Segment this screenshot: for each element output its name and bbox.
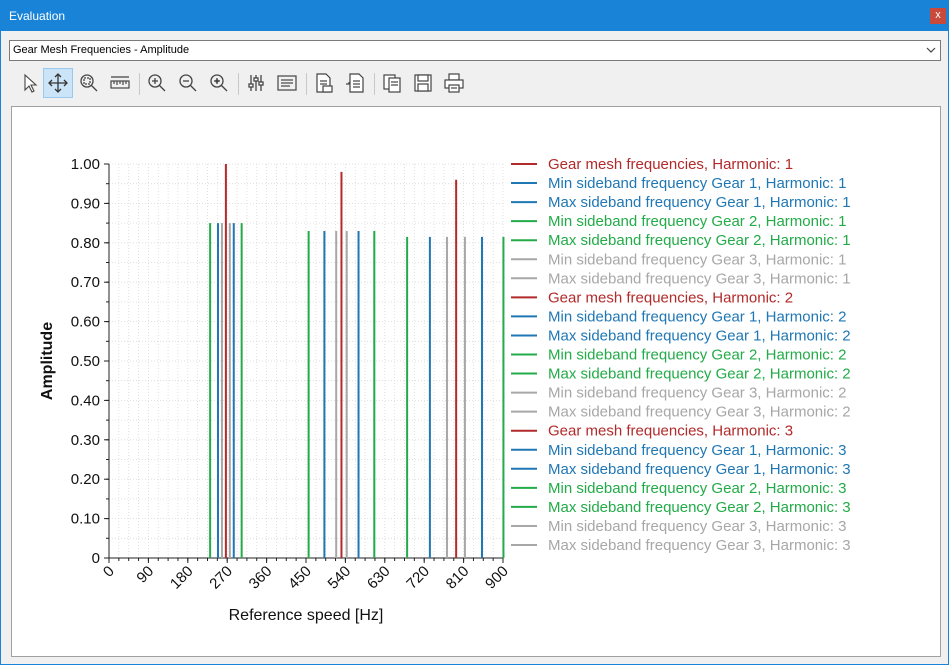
legend-entry: Gear mesh frequencies, Harmonic: 3: [548, 423, 793, 440]
x-tick-label: 360: [246, 563, 276, 593]
zoom-in-tool-button[interactable]: [142, 68, 172, 98]
toolbar-separator: [374, 73, 375, 95]
select-tool-button[interactable]: [15, 68, 45, 98]
legend-entry: Max sideband frequency Gear 1, Harmonic:…: [548, 461, 851, 478]
toolbar-separator: [139, 73, 140, 95]
export-document-icon: [316, 73, 333, 93]
copy-icon: [383, 74, 401, 93]
x-tick-label: 900: [482, 563, 512, 593]
x-tick-label: 810: [443, 563, 473, 593]
x-tick-label: 180: [167, 563, 197, 593]
ruler-icon: [110, 76, 130, 89]
zoom-out-icon: [179, 74, 197, 92]
y-tick-label: 0.90: [71, 195, 100, 212]
title-bar[interactable]: Evaluation x: [1, 1, 948, 31]
zoom-region-tool-button[interactable]: [74, 68, 104, 98]
print-icon: [444, 73, 464, 93]
x-tick-label: 450: [285, 563, 315, 593]
chart-panel[interactable]: 0 0.10 0.20 0.30 0.40 0.50 0.60 0.70 0.80 0.90 1.0…: [11, 106, 941, 657]
legend-entry: Min sideband frequency Gear 2, Harmonic:…: [548, 213, 846, 230]
y-tick-label: 0.50: [71, 353, 100, 370]
report-tool-button[interactable]: [340, 68, 370, 98]
legend-entry: Max sideband frequency Gear 1, Harmonic:…: [548, 327, 851, 344]
y-tick-label: 0.60: [71, 314, 100, 331]
legend-entry: Min sideband frequency Gear 3, Harmonic:…: [548, 251, 846, 268]
legend-tool-button[interactable]: [272, 68, 302, 98]
legend-entry: Max sideband frequency Gear 2, Harmonic:…: [548, 366, 851, 383]
y-tick-label: 0.70: [71, 274, 100, 291]
legend-entry: Min sideband frequency Gear 2, Harmonic:…: [548, 347, 846, 364]
y-tick-label: 0.20: [71, 471, 100, 488]
close-button[interactable]: x: [930, 8, 946, 24]
legend-entry: Min sideband frequency Gear 3, Harmonic:…: [548, 385, 846, 402]
x-tick-label: 540: [325, 563, 355, 593]
x-tick-label: 0: [100, 563, 118, 581]
legend-entry: Max sideband frequency Gear 2, Harmonic:…: [548, 499, 851, 516]
y-axis-title: Amplitude: [39, 322, 56, 400]
legend-entry: Min sideband frequency Gear 1, Harmonic:…: [548, 308, 846, 325]
pointer-icon: [24, 73, 38, 93]
legend-entry: Min sideband frequency Gear 2, Harmonic:…: [548, 480, 846, 497]
chart-toolbar: [13, 68, 933, 100]
y-tick-label: 0.30: [71, 432, 100, 449]
pan-tool-button[interactable]: [43, 68, 73, 98]
report-document-icon: [346, 73, 364, 93]
toolbar-separator: [238, 73, 239, 95]
x-tick-label: 90: [133, 563, 157, 587]
save-tool-button[interactable]: [408, 68, 438, 98]
export-data-tool-button[interactable]: [309, 68, 339, 98]
y-tick-label: 0: [92, 550, 100, 567]
plot-type-selected-value: Gear Mesh Frequencies - Amplitude: [13, 44, 190, 56]
chevron-down-icon: [926, 47, 936, 53]
y-tick-label: 1.00: [71, 156, 100, 173]
copy-tool-button[interactable]: [377, 68, 407, 98]
legend-entry: Gear mesh frequencies, Harmonic: 1: [548, 156, 793, 173]
legend-entry: Max sideband frequency Gear 3, Harmonic:…: [548, 537, 851, 554]
zoom-fit-icon: [210, 74, 228, 92]
move-arrows-icon: [48, 73, 68, 93]
print-tool-button[interactable]: [439, 68, 469, 98]
sliders-icon: [248, 75, 264, 91]
legend-entry: Min sideband frequency Gear 3, Harmonic:…: [548, 518, 846, 535]
y-tick-label: 0.40: [71, 392, 100, 409]
window-title: Evaluation: [9, 9, 66, 23]
zoom-out-tool-button[interactable]: [173, 68, 203, 98]
legend-entry: Max sideband frequency Gear 2, Harmonic:…: [548, 232, 851, 249]
legend-entry: Max sideband frequency Gear 3, Harmonic:…: [548, 270, 851, 287]
legend-entry: Max sideband frequency Gear 3, Harmonic:…: [548, 404, 851, 421]
y-tick-label: 0.10: [71, 511, 100, 528]
legend-entry: Min sideband frequency Gear 1, Harmonic:…: [548, 175, 846, 192]
x-tick-label: 630: [364, 563, 394, 593]
plot-type-select[interactable]: Gear Mesh Frequencies - Amplitude: [9, 40, 941, 61]
zoom-region-icon: [80, 74, 98, 92]
measure-tool-button[interactable]: [105, 68, 135, 98]
legend-entry: Gear mesh frequencies, Harmonic: 2: [548, 289, 793, 306]
legend-entry: Min sideband frequency Gear 1, Harmonic:…: [548, 442, 846, 459]
legend-entry: Max sideband frequency Gear 1, Harmonic:…: [548, 194, 851, 211]
toolbar-separator: [306, 73, 307, 95]
chart-settings-tool-button[interactable]: [241, 68, 271, 98]
legend-icon: [277, 75, 297, 91]
x-axis-title: Reference speed [Hz]: [229, 607, 384, 624]
zoom-in-icon: [148, 74, 166, 92]
y-tick-label: 0.80: [71, 235, 100, 252]
save-icon: [414, 74, 432, 92]
gear-mesh-chart[interactable]: 0 0.10 0.20 0.30 0.40 0.50 0.60 0.70 0.80 0.90 1.0…: [12, 107, 940, 656]
zoom-fit-tool-button[interactable]: [204, 68, 234, 98]
x-tick-label: 720: [403, 563, 433, 593]
x-tick-label: 270: [206, 563, 236, 593]
